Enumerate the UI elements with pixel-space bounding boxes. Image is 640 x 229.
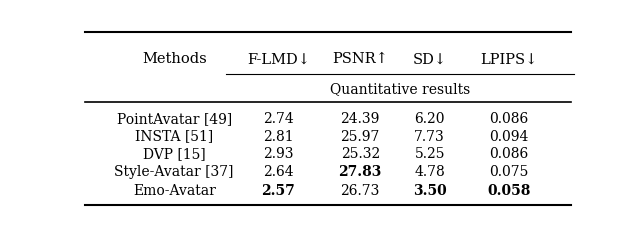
Text: 0.086: 0.086 (490, 111, 529, 125)
Text: 0.075: 0.075 (490, 164, 529, 178)
Text: 5.25: 5.25 (415, 147, 445, 161)
Text: 25.32: 25.32 (340, 147, 380, 161)
Text: 25.97: 25.97 (340, 129, 380, 143)
Text: 0.058: 0.058 (487, 184, 531, 198)
Text: 2.57: 2.57 (262, 184, 295, 198)
Text: 2.81: 2.81 (263, 129, 294, 143)
Text: Emo-Avatar: Emo-Avatar (133, 184, 216, 198)
Text: 2.64: 2.64 (263, 164, 294, 178)
Text: 0.094: 0.094 (490, 129, 529, 143)
Text: 24.39: 24.39 (340, 111, 380, 125)
Text: 2.74: 2.74 (263, 111, 294, 125)
Text: Quantitative results: Quantitative results (330, 81, 470, 95)
Text: Methods: Methods (142, 52, 207, 66)
Text: PointAvatar [49]: PointAvatar [49] (116, 111, 232, 125)
Text: F-LMD↓: F-LMD↓ (247, 52, 310, 66)
Text: 3.50: 3.50 (413, 184, 447, 198)
Text: 2.93: 2.93 (263, 147, 294, 161)
Text: 27.83: 27.83 (339, 164, 382, 178)
Text: PSNR↑: PSNR↑ (332, 52, 388, 66)
Text: 26.73: 26.73 (340, 184, 380, 198)
Text: Style-Avatar [37]: Style-Avatar [37] (115, 164, 234, 178)
Text: LPIPS↓: LPIPS↓ (481, 52, 538, 66)
Text: INSTA [51]: INSTA [51] (135, 129, 213, 143)
Text: 0.086: 0.086 (490, 147, 529, 161)
Text: 7.73: 7.73 (414, 129, 445, 143)
Text: DVP [15]: DVP [15] (143, 147, 205, 161)
Text: SD↓: SD↓ (413, 52, 447, 66)
Text: 4.78: 4.78 (414, 164, 445, 178)
Text: 6.20: 6.20 (415, 111, 445, 125)
